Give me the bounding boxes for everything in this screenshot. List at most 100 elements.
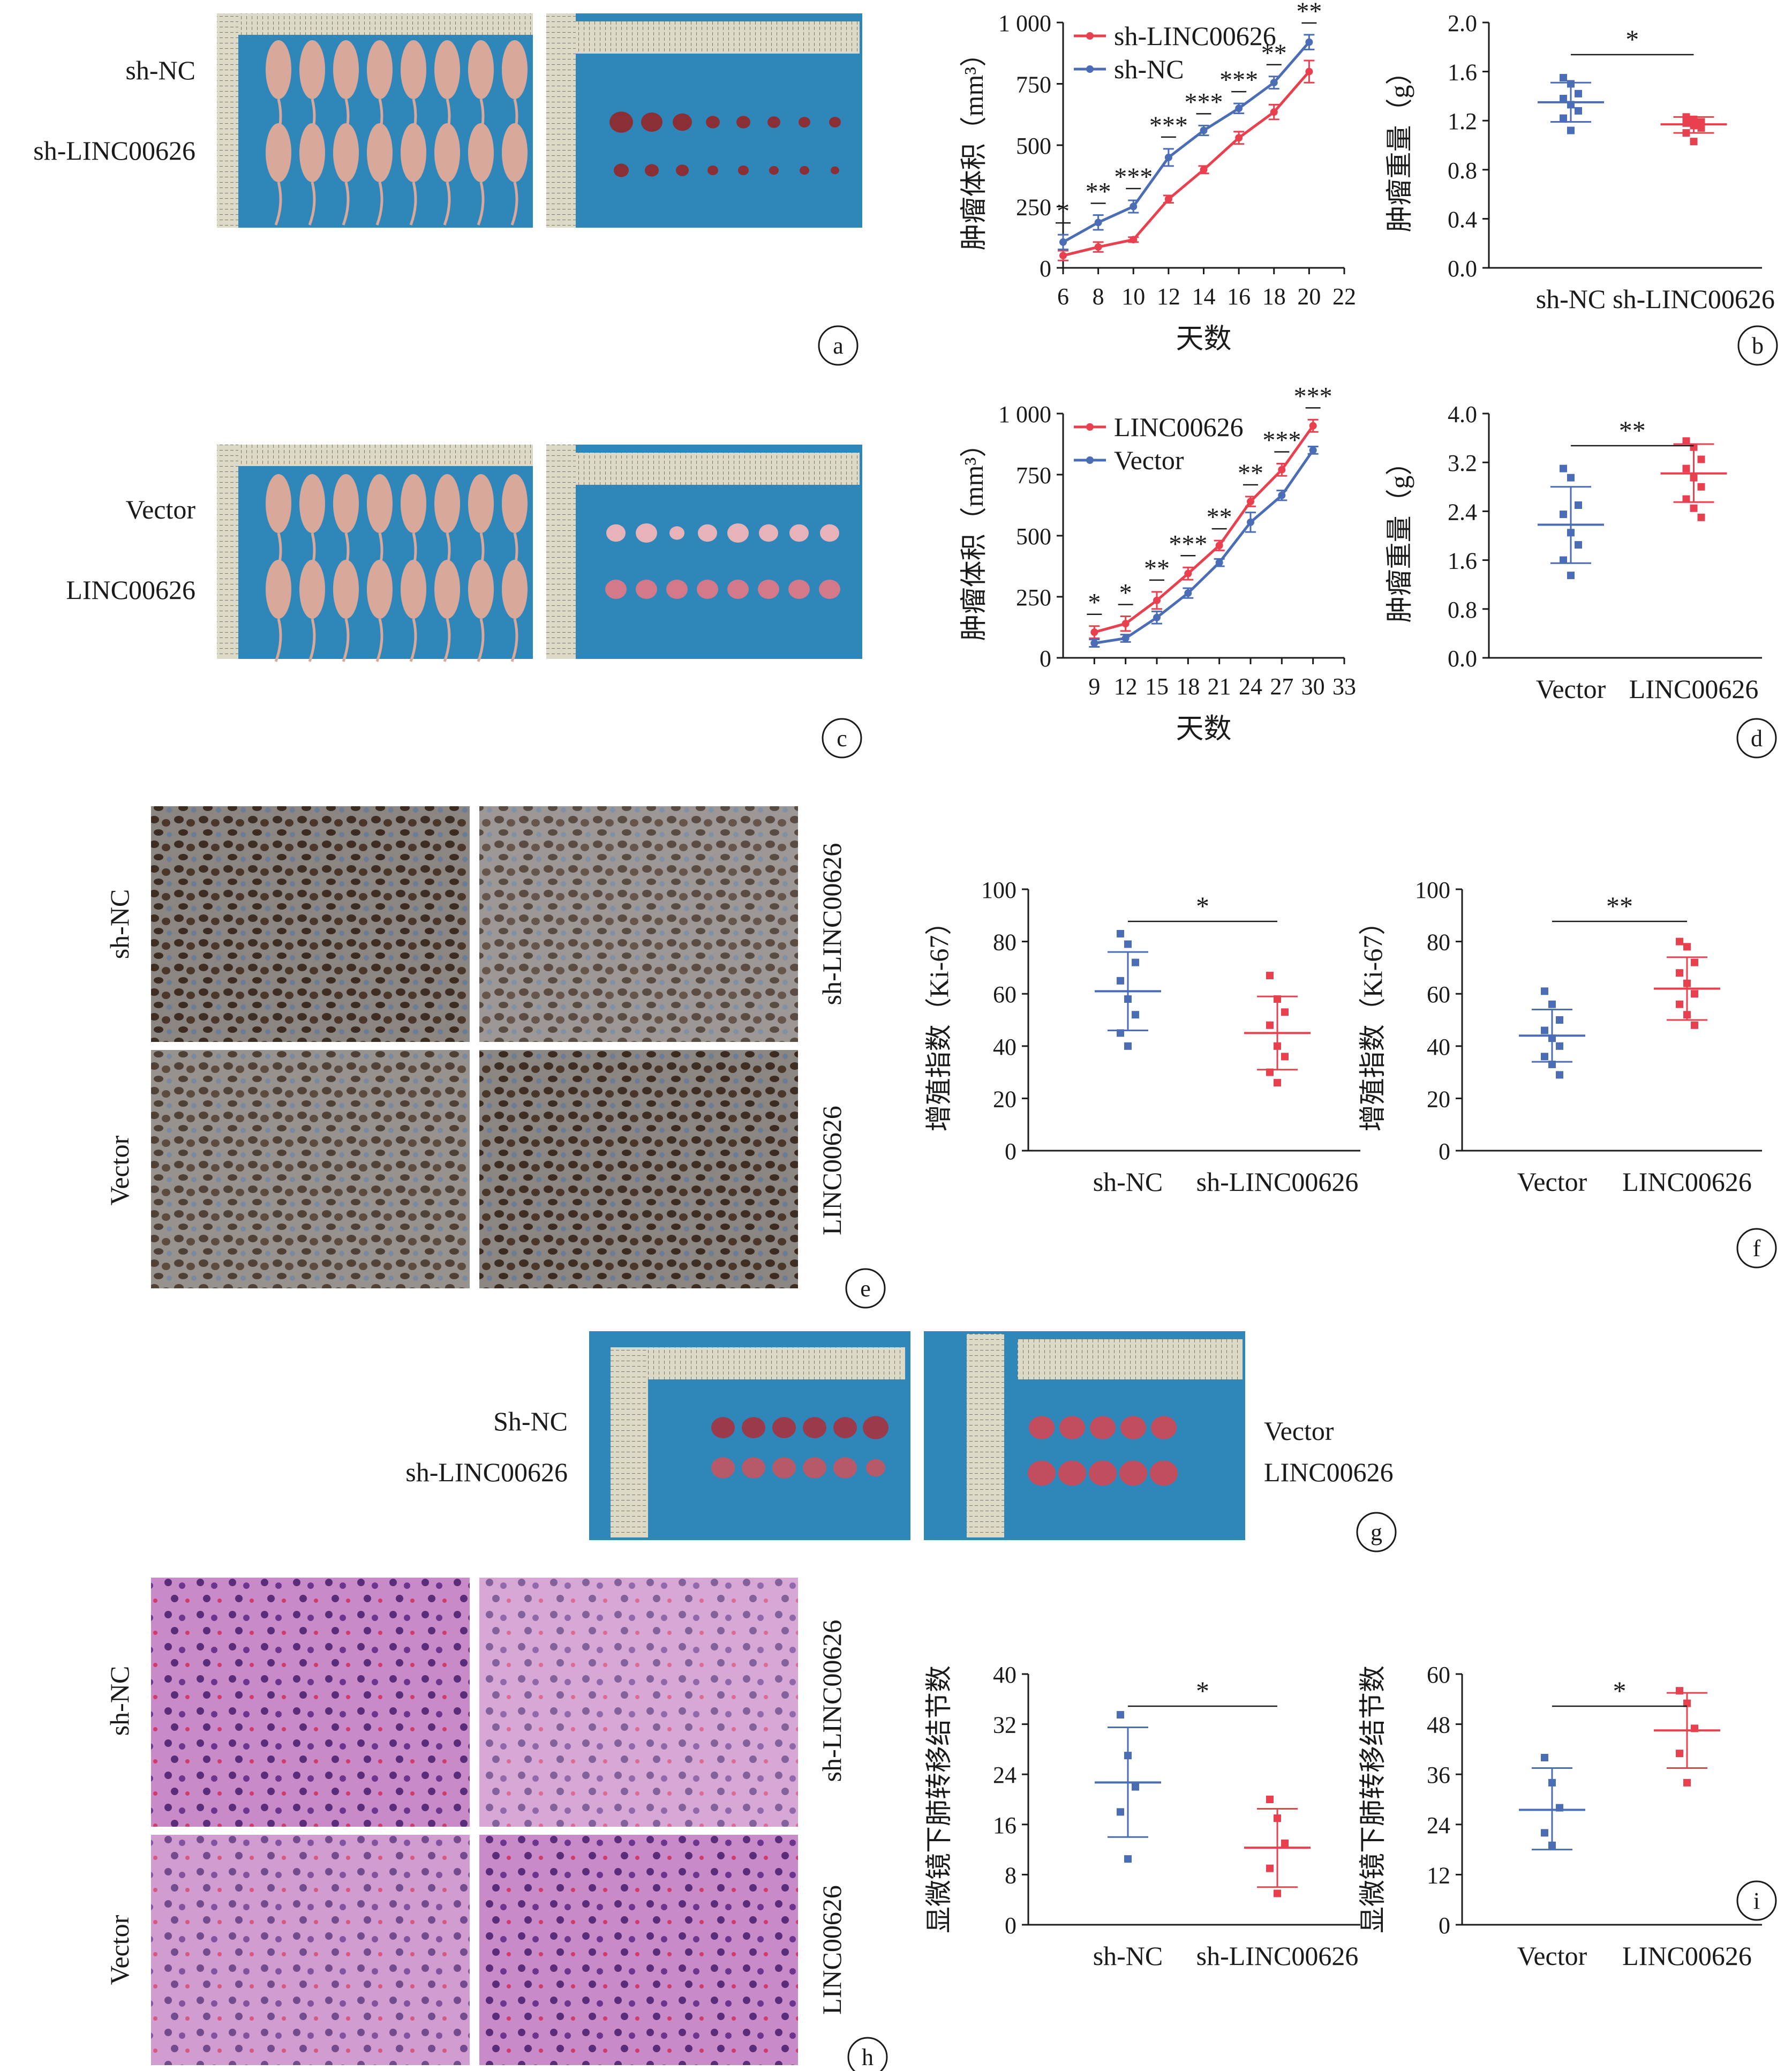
data-point bbox=[1682, 129, 1690, 137]
data-point bbox=[1274, 1889, 1281, 1897]
significance-mark: *** bbox=[1262, 426, 1301, 454]
series-line bbox=[1094, 425, 1314, 634]
tumor bbox=[1059, 1416, 1085, 1439]
series-line bbox=[1063, 70, 1311, 257]
y-tick-label: 8 bbox=[1005, 1862, 1017, 1888]
y-tick-label: 24 bbox=[993, 1762, 1017, 1788]
category-label: LINC00626 bbox=[1622, 1941, 1752, 1971]
data-point bbox=[1117, 1711, 1124, 1719]
data-point bbox=[1548, 1841, 1556, 1849]
mouse-tail bbox=[375, 182, 383, 226]
y-tick-label: 36 bbox=[1427, 1762, 1450, 1788]
y-tick-label: 24 bbox=[1427, 1812, 1450, 1839]
x-tick-label: 18 bbox=[1176, 673, 1200, 700]
panel-letter: f bbox=[1753, 1235, 1761, 1262]
y-tick-label: 1.6 bbox=[1448, 59, 1477, 86]
mouse-tail bbox=[308, 182, 316, 226]
data-point bbox=[1691, 990, 1698, 998]
mouse bbox=[401, 474, 426, 533]
category-label: sh-LINC00626 bbox=[1196, 1167, 1359, 1197]
legend-label: Vector bbox=[1114, 445, 1184, 475]
data-point bbox=[1266, 1068, 1274, 1076]
data-point bbox=[1690, 122, 1698, 130]
data-point bbox=[1117, 1029, 1124, 1037]
data-point bbox=[1690, 443, 1698, 451]
label-c-top: Vector bbox=[126, 494, 196, 524]
tumor bbox=[727, 580, 749, 599]
y-tick-label: 2.4 bbox=[1448, 499, 1477, 525]
y-tick-label: 48 bbox=[1427, 1712, 1450, 1738]
legend-label: sh-LINC00626 bbox=[1114, 21, 1276, 51]
data-point bbox=[1124, 940, 1132, 948]
data-point bbox=[1548, 1060, 1556, 1068]
significance-mark: * bbox=[1196, 1676, 1209, 1706]
data-point bbox=[1281, 1008, 1289, 1016]
mouse bbox=[434, 40, 460, 99]
y-tick-label: 60 bbox=[1427, 1662, 1450, 1688]
ihc-sh-linc bbox=[479, 806, 798, 1042]
chart-c-tumor-volume: 0 250 500 750 1 000 9 12 15 18 21 24 27 30 33 天数 肿瘤体积（m… bbox=[959, 382, 1356, 745]
data-point bbox=[1560, 511, 1567, 519]
tumor bbox=[803, 1417, 826, 1438]
data-point bbox=[1200, 126, 1208, 134]
data-point bbox=[1560, 94, 1567, 102]
data-point bbox=[1560, 114, 1567, 122]
data-point bbox=[1184, 589, 1192, 597]
data-point bbox=[1682, 495, 1690, 503]
tumor bbox=[772, 1417, 796, 1438]
data-point bbox=[1130, 202, 1138, 211]
y-tick-label: 60 bbox=[1427, 981, 1450, 1008]
series-line bbox=[1062, 41, 1311, 244]
mouse bbox=[266, 123, 291, 182]
data-point bbox=[1541, 1026, 1548, 1034]
tumor bbox=[706, 116, 720, 129]
tumor bbox=[697, 580, 718, 599]
y-tick-label: 2.0 bbox=[1448, 10, 1477, 36]
tumor bbox=[833, 1457, 857, 1479]
data-point bbox=[1560, 464, 1567, 472]
data-point bbox=[1676, 1750, 1683, 1758]
y-tick-label: 32 bbox=[993, 1712, 1017, 1738]
label-h-left-bottom: Vector bbox=[104, 1915, 134, 1985]
label-a-bottom: sh-LINC00626 bbox=[33, 136, 195, 166]
data-point bbox=[1567, 101, 1575, 109]
x-tick-label: 30 bbox=[1301, 673, 1325, 700]
mouse-tail bbox=[274, 182, 282, 226]
data-point bbox=[1541, 1053, 1548, 1061]
panel-letter-circle bbox=[1736, 1228, 1777, 1269]
data-point bbox=[1683, 943, 1691, 951]
y-tick-label: 100 bbox=[981, 877, 1017, 903]
y-tick-label: 80 bbox=[993, 929, 1017, 956]
legend-label: sh-NC bbox=[1114, 54, 1184, 84]
legend-marker bbox=[1086, 456, 1094, 464]
x-axis-label: 天数 bbox=[1176, 324, 1231, 355]
data-point bbox=[1117, 977, 1124, 985]
x-axis-label: 天数 bbox=[1176, 714, 1231, 745]
legend-marker bbox=[1086, 65, 1094, 73]
data-point bbox=[1676, 1000, 1683, 1008]
tumor bbox=[636, 580, 657, 599]
photo-g-left bbox=[589, 1331, 910, 1540]
tumor bbox=[636, 523, 657, 543]
data-point bbox=[1184, 569, 1192, 577]
significance-mark: *** bbox=[1149, 111, 1188, 140]
y-tick-label: 40 bbox=[993, 1034, 1017, 1060]
he-sh-nc bbox=[151, 1578, 470, 1827]
tumor bbox=[698, 524, 717, 542]
category-label: LINC00626 bbox=[1629, 674, 1759, 704]
x-tick-label: 12 bbox=[1157, 283, 1180, 310]
tumor bbox=[641, 112, 662, 132]
tumor bbox=[829, 117, 841, 127]
data-point bbox=[1200, 166, 1208, 174]
data-point bbox=[1117, 1808, 1124, 1816]
data-point bbox=[1215, 542, 1223, 550]
tumor bbox=[767, 116, 780, 128]
mouse bbox=[401, 40, 426, 99]
mouse-tail bbox=[409, 182, 417, 226]
photo-g-right bbox=[924, 1331, 1245, 1540]
data-point bbox=[1121, 620, 1130, 628]
significance-mark: ** bbox=[1296, 0, 1322, 26]
mouse bbox=[367, 560, 393, 619]
data-point bbox=[1690, 138, 1698, 146]
significance-mark: ** bbox=[1619, 415, 1646, 445]
